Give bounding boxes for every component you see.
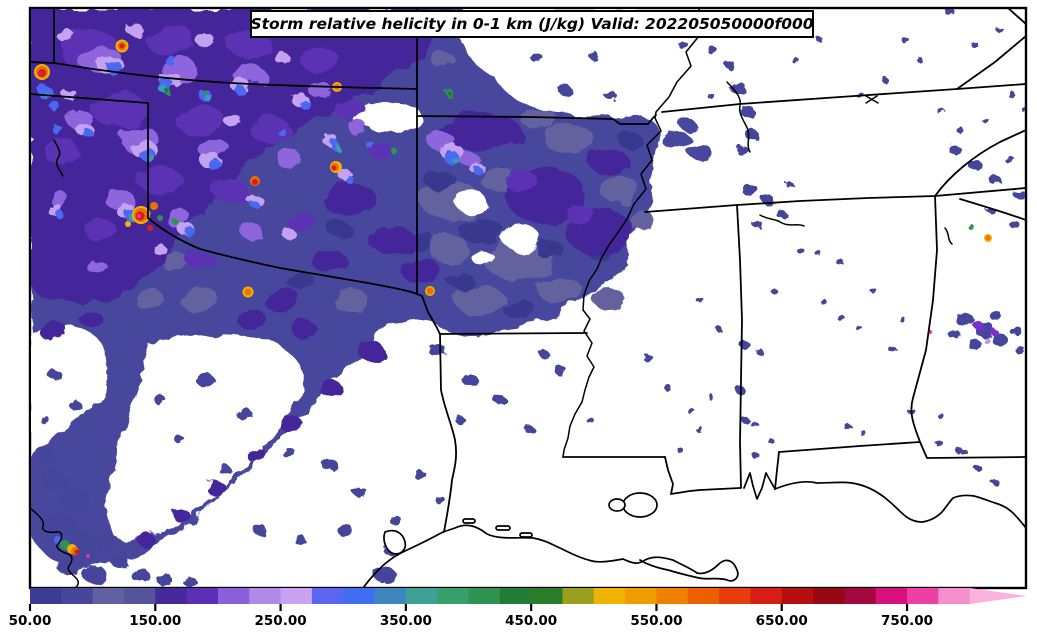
state-borders [31,9,1025,533]
map-title: Storm relative helicity in 0-1 km (J/kg)… [250,15,814,33]
border-texas-louisiana [439,333,457,533]
colorbar-segment [123,588,156,604]
colorbar-tick-label: 450.00 [505,613,557,629]
colorbar-tick-label: 50.00 [9,613,52,629]
rivers [31,9,953,587]
colorbar-tick-label: 150.00 [129,613,181,629]
florida-panhandle-coast [774,480,1025,529]
coastline [362,472,1025,587]
border-florida-alabama-west [774,451,780,490]
colorbar-segment [656,588,689,604]
barrier-island-1 [462,518,476,524]
colorbar-tick-label: 750.00 [881,613,933,629]
border-red-river [147,217,418,295]
lake-pontchartrain [622,492,658,518]
tennessee-river-alabama [759,214,805,227]
border-37n [31,61,418,90]
cumberland-river-mark [865,95,879,104]
colorbar-segment [374,588,407,604]
border-mississippi-alabama [736,204,743,489]
colorbar-segment [719,588,752,604]
helicity-field [31,9,1025,587]
colorbar-segment [343,588,376,604]
border-pearl-river [664,456,674,495]
border-texas-arkansas [416,293,441,335]
colorbar-segment [30,588,62,604]
rio-grande-nm [53,139,64,177]
colorbar-tick-label: 250.00 [255,613,307,629]
colorbar-segment [405,588,438,604]
colorbar-tick-label: 650.00 [756,613,808,629]
colorbar-segment [781,588,814,604]
barrier-island-2 [495,525,511,531]
border-kentucky-virginia [956,35,1025,90]
colorbar-tick-label: 350.00 [380,613,432,629]
colorbar-segment [217,588,250,604]
tennessee-river-north [726,81,751,153]
rio-grande [31,507,79,587]
colorbar-arrow [969,588,1027,604]
colorbar-segment [813,588,845,604]
border-kentucky-tennessee [661,83,1025,113]
mississippi-sound-coast [670,487,741,495]
galveston-bay [383,529,407,555]
colorbar: 50.00 150.00 250.00 350.00 450.00 550.00 650.0… [9,588,1027,629]
colorbar-segment [750,588,783,604]
colorbar-segment [468,588,501,604]
helicity-maxima [34,39,992,558]
border-arkansas-louisiana [439,332,588,335]
colorbar-segment [437,588,470,604]
colorbar-segment [938,588,971,604]
border-ne-corner [1007,9,1025,25]
colorbar-segment [249,588,282,604]
colorbar-segment [61,588,94,604]
border-tennessee-northcarolina [934,129,1025,197]
barrier-island-3 [519,532,533,538]
colorbar-segment [875,588,908,604]
colorbar-segment [625,588,658,604]
colorbar-segment [844,588,877,604]
border-florida-north [778,441,1025,459]
mobile-bay [743,472,776,500]
colorbar-segment [186,588,219,604]
colorbar-segment [687,588,720,604]
mississippi-river [562,9,701,458]
colorbar-segment [907,588,939,604]
colorbar-segment [562,588,595,604]
colorbar-segment [155,588,188,604]
colorbar-segment [280,588,313,604]
border-alabama-georgia [910,195,938,443]
texas-louisiana-coast [362,524,739,587]
lake-maurepas [608,498,626,512]
colorbar-segment [92,588,125,604]
border-missouri-arkansas [416,114,657,125]
colorbar-segment [531,588,564,604]
map-title-box: Storm relative helicity in 0-1 km (J/kg)… [250,10,814,38]
border-texas-panhandle-north [31,93,149,104]
colorbar-segment [499,588,532,604]
border-northcarolina-georgia [959,198,1025,221]
river-mark-east [944,227,953,245]
colorbar-segment [311,588,344,604]
colorbar-tick-label: 550.00 [630,613,682,629]
border-tennessee-south [644,187,1025,213]
colorbar-segment [593,588,626,604]
